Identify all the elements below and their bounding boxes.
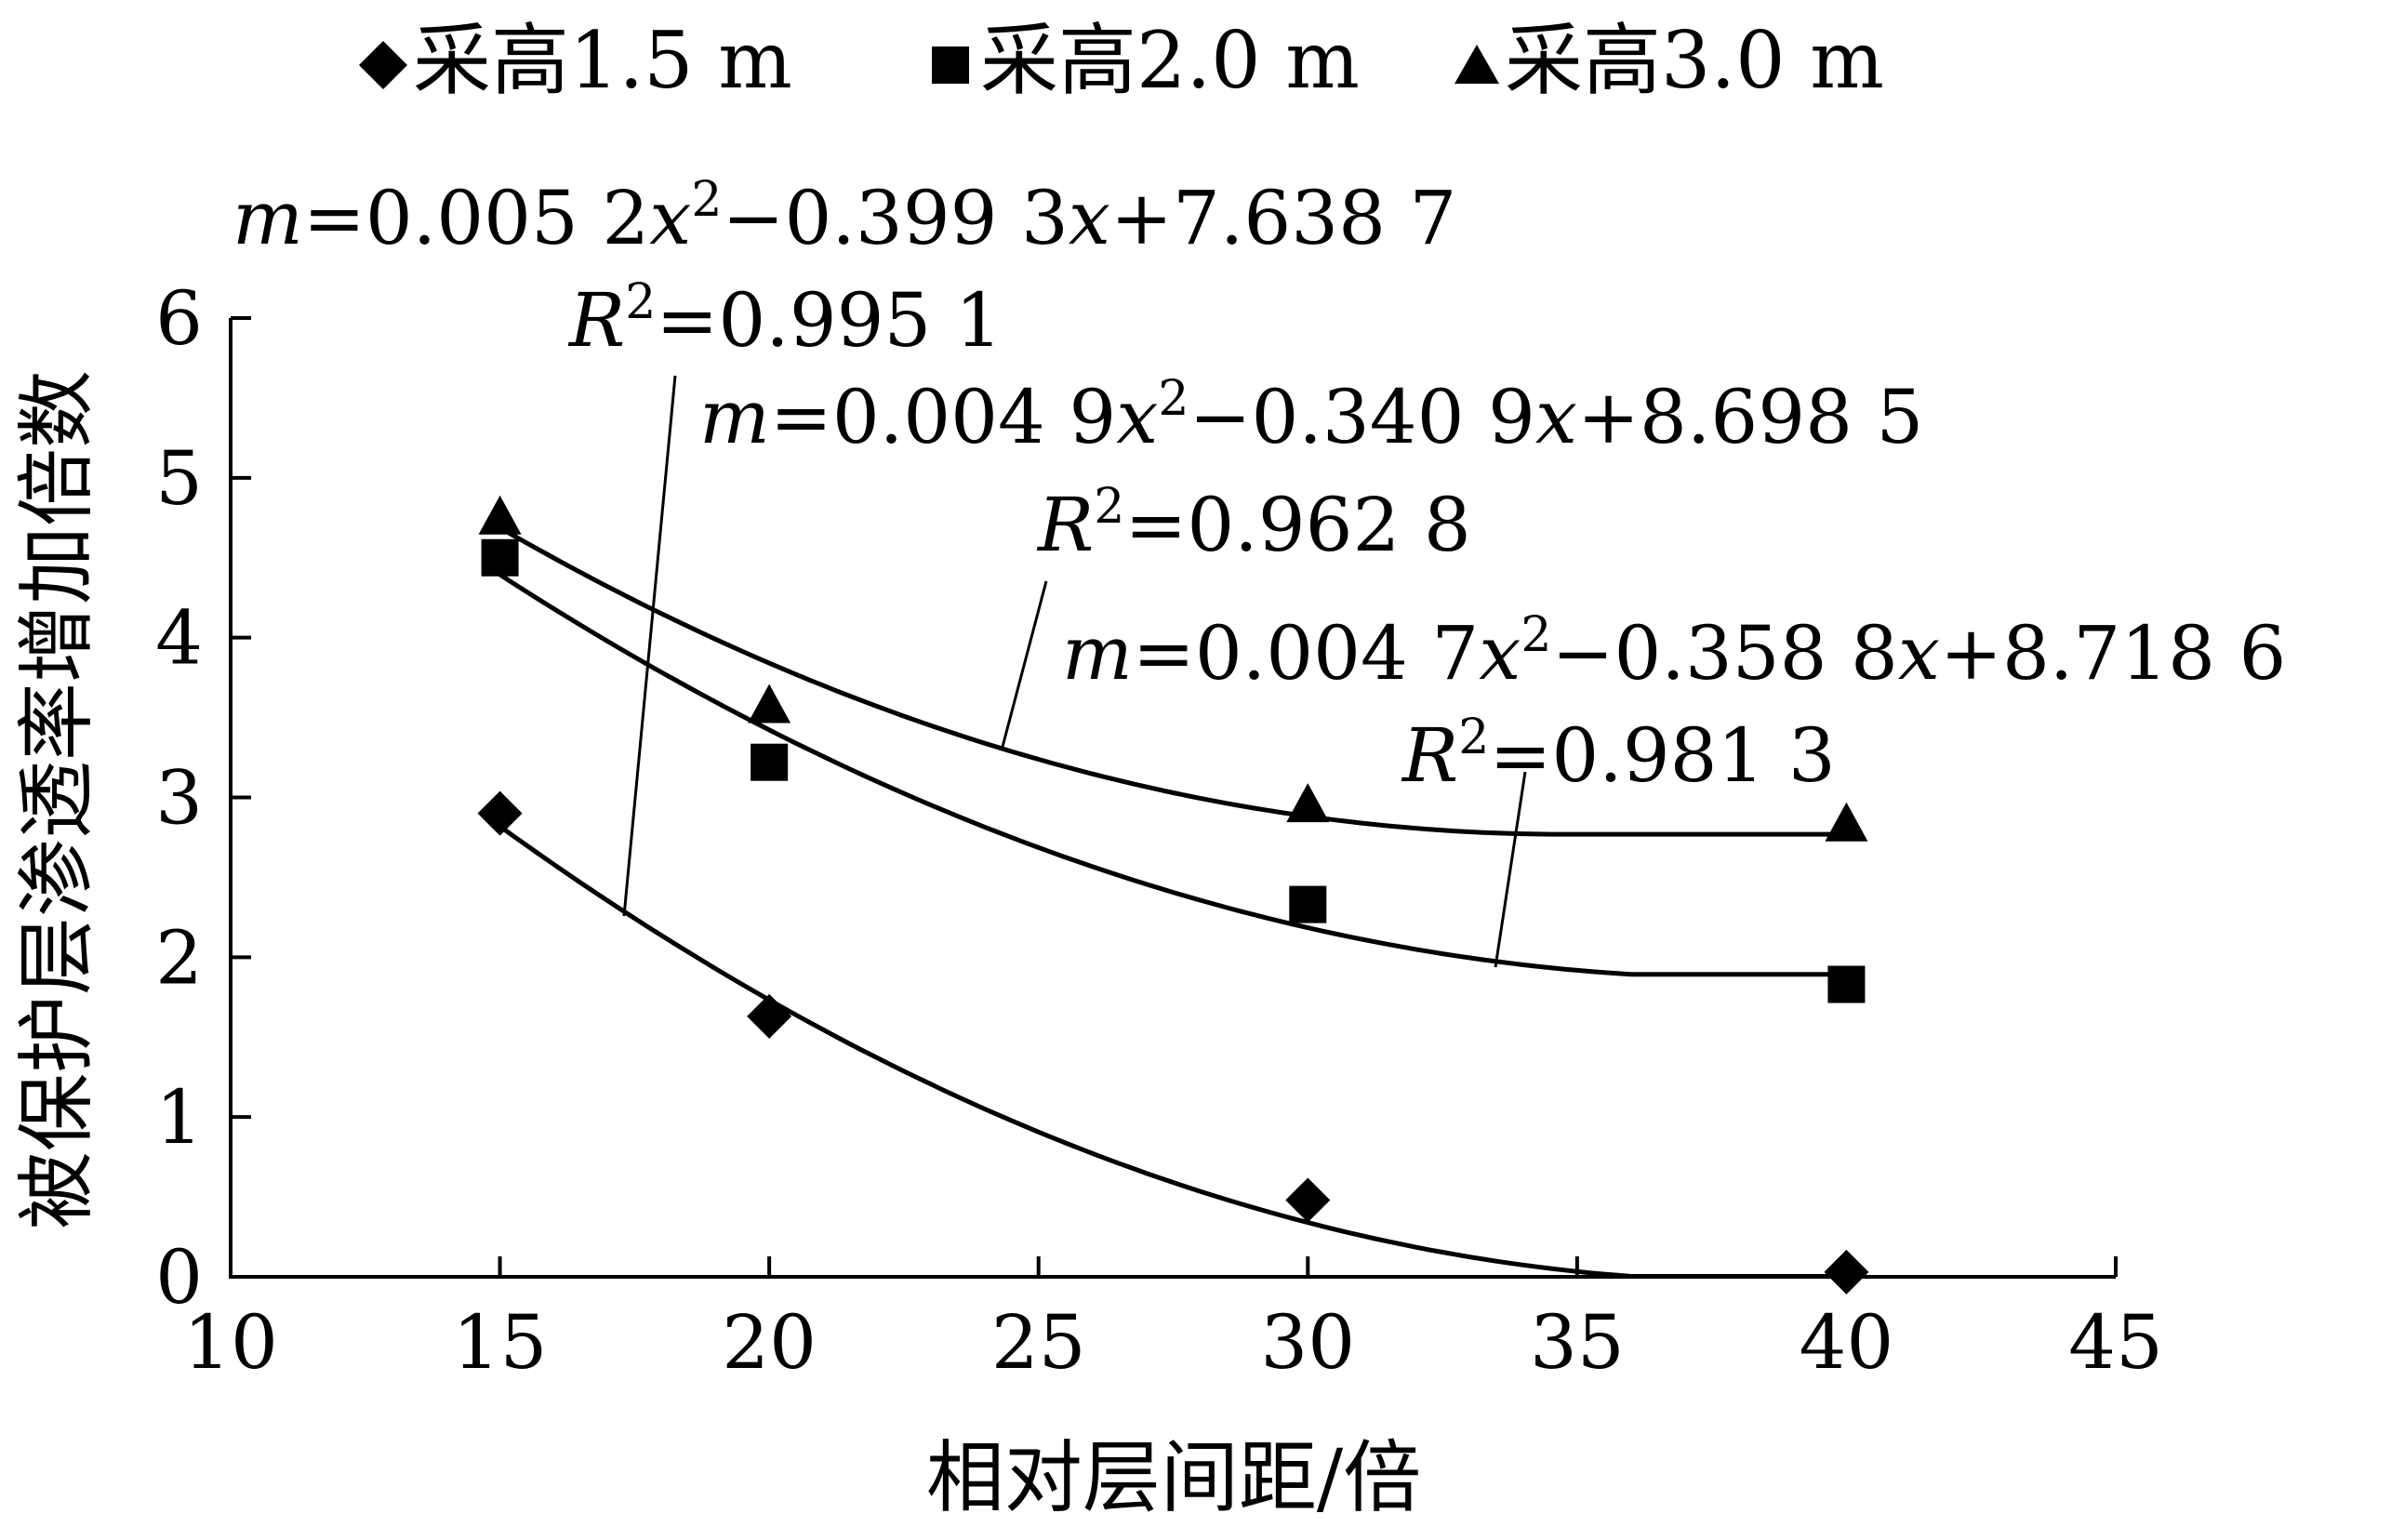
- y-tick-label: 1: [155, 1074, 203, 1161]
- data-point-square: [1289, 885, 1327, 923]
- y-tick-label: 5: [155, 435, 203, 522]
- y-ticks: 0 1 2 3 4 5 6: [155, 275, 251, 1321]
- data-point-diamond: [1285, 1177, 1331, 1223]
- data-point-diamond: [477, 790, 523, 836]
- fit-curve-2: [498, 572, 1847, 977]
- x-tick-label: 45: [2068, 1299, 2163, 1386]
- data-point-square: [751, 743, 789, 781]
- legend-label-2: 采高2.0 m: [980, 15, 1360, 106]
- data-point-triangle: [1825, 802, 1868, 842]
- x-tick-label: 40: [1800, 1299, 1894, 1386]
- x-tick-label: 35: [1530, 1299, 1625, 1386]
- data-point-triangle: [1286, 783, 1330, 823]
- equation-label-1: m=0.005 2x2−0.399 3x+7.638 7 R2=0.995 1: [232, 172, 1456, 364]
- data-markers: [477, 495, 1869, 1294]
- equation-1: m=0.005 2x2−0.399 3x+7.638 7: [232, 172, 1456, 261]
- fit-curve-3: [498, 525, 1847, 837]
- data-point-diamond: [1824, 1249, 1869, 1294]
- y-tick-label: 4: [155, 595, 203, 682]
- r-squared-3: R2=0.962 8: [1036, 479, 1471, 568]
- legend-marker-square: [932, 46, 969, 84]
- x-axis-title: 相对层间距/倍: [926, 1432, 1421, 1523]
- leader-lines: [622, 375, 1527, 968]
- leader-line-3: [1001, 580, 1048, 748]
- y-tick-label: 0: [155, 1234, 203, 1321]
- data-point-square: [1827, 965, 1866, 1003]
- legend-marker-diamond: [359, 41, 407, 89]
- y-tick-label: 2: [155, 914, 203, 1001]
- equation-3: m=0.004 9x2−0.340 9x+8.698 5: [699, 371, 1923, 460]
- x-tick-label: 10: [183, 1299, 278, 1386]
- x-tick-label: 30: [1260, 1299, 1355, 1386]
- x-tick-label: 25: [991, 1299, 1086, 1386]
- leader-line-1: [622, 375, 677, 917]
- legend-label-1: 采高1.5 m: [413, 15, 792, 106]
- legend-label-3: 采高3.0 m: [1505, 15, 1884, 106]
- fit-curves: [498, 525, 1847, 1279]
- legend-marker-triangle: [1455, 45, 1499, 84]
- y-axis-title: 被保护层渗透率增加倍数: [11, 370, 102, 1229]
- data-point-diamond: [747, 993, 792, 1039]
- equation-label-2: m=0.004 7x2−0.358 8x+8.718 6 R2=0.981 3: [1062, 607, 2286, 799]
- x-tick-label: 15: [453, 1299, 548, 1386]
- y-tick-label: 6: [155, 275, 203, 362]
- data-point-triangle: [478, 495, 522, 535]
- x-tick-label: 20: [722, 1299, 817, 1386]
- data-point-triangle: [748, 684, 791, 724]
- data-point-square: [481, 538, 519, 577]
- equation-label-3: m=0.004 9x2−0.340 9x+8.698 5 R2=0.962 8: [699, 371, 1923, 568]
- legend: 采高1.5 m 采高2.0 m 采高3.0 m: [359, 15, 1884, 106]
- fit-curve-1: [498, 824, 1847, 1279]
- leader-line-2: [1494, 771, 1527, 968]
- x-ticks: 10 15 20 25 30 35 40 45: [183, 1256, 2163, 1386]
- r-squared-2: R2=0.981 3: [1401, 710, 1836, 799]
- y-tick-label: 3: [155, 755, 203, 842]
- equation-2: m=0.004 7x2−0.358 8x+8.718 6: [1062, 607, 2286, 697]
- r-squared-1: R2=0.995 1: [567, 274, 1003, 364]
